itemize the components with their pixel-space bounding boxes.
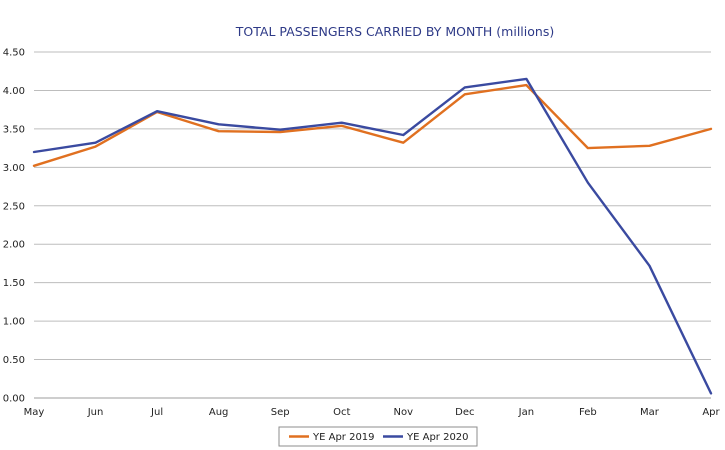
y-tick-label: 4.00 xyxy=(3,86,25,97)
legend-label-2: YE Apr 2020 xyxy=(406,432,469,443)
y-axis-ticks: 0.00 0.50 1.00 1.50 2.00 2.50 3.00 3.50 4.00 4.50 xyxy=(3,48,25,405)
y-tick-label: 0.50 xyxy=(3,355,25,366)
series-line-1 xyxy=(32,83,713,168)
series-lines xyxy=(32,77,713,395)
x-tick-label: Jul xyxy=(150,407,163,418)
y-tick-label: 2.00 xyxy=(3,240,25,251)
x-tick-label: Sep xyxy=(271,407,290,418)
legend: YE Apr 2019 YE Apr 2020 xyxy=(278,426,478,447)
y-tick-label: 4.50 xyxy=(3,48,25,59)
x-tick-label: Jan xyxy=(518,407,534,418)
x-tick-label: Feb xyxy=(579,407,597,418)
y-tick-label: 1.50 xyxy=(3,278,25,289)
x-tick-label: Mar xyxy=(640,407,660,418)
chart-title: TOTAL PASSENGERS CARRIED BY MONTH (milli… xyxy=(235,24,554,39)
y-tick-label: 3.50 xyxy=(3,124,25,135)
y-tick-label: 1.00 xyxy=(3,317,25,328)
y-tick-label: 2.50 xyxy=(3,201,25,212)
x-tick-label: Jun xyxy=(87,407,104,418)
x-tick-label: Dec xyxy=(455,407,474,418)
legend-label-1: YE Apr 2019 xyxy=(312,432,375,443)
legend-box xyxy=(278,426,478,447)
y-tick-label: 3.00 xyxy=(3,163,25,174)
x-tick-label: Apr xyxy=(702,407,720,418)
x-tick-label: Aug xyxy=(209,407,229,418)
x-axis-ticks: May Jun Jul Aug Sep Oct Nov Dec Jan Feb Mar Apr xyxy=(24,407,721,418)
x-tick-label: May xyxy=(24,407,45,418)
x-tick-label: Nov xyxy=(394,407,414,418)
y-tick-label: 0.00 xyxy=(3,394,25,405)
series-line-2 xyxy=(32,77,713,395)
gridlines xyxy=(34,51,711,361)
x-tick-label: Oct xyxy=(333,407,350,418)
